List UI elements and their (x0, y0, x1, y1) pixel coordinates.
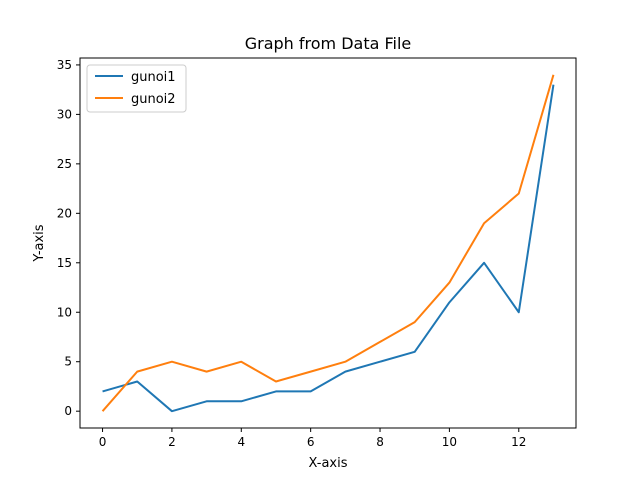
x-tick-label: 0 (99, 435, 107, 449)
x-tick-label: 6 (307, 435, 315, 449)
axis-ticks: 0 2 4 6 8 10 12 0 5 10 15 20 25 30 35 (57, 58, 527, 449)
y-axis-label: Y-axis (32, 224, 47, 262)
y-tick-label: 30 (57, 107, 72, 121)
y-tick-label: 0 (64, 404, 72, 418)
series-line-gunoi2 (101, 74, 555, 412)
x-tick-label: 10 (442, 435, 457, 449)
x-tick-label: 2 (168, 435, 176, 449)
legend-label-gunoi1: gunoi1 (131, 70, 176, 85)
y-tick-label: 20 (57, 206, 72, 220)
series-line-gunoi1 (102, 84, 555, 413)
y-tick-label: 35 (57, 58, 72, 72)
legend-label-gunoi2: gunoi2 (131, 92, 176, 107)
x-axis-label: X-axis (309, 456, 348, 471)
legend: gunoi1 gunoi2 (86, 64, 187, 113)
y-tick-label: 10 (57, 305, 72, 319)
y-tick-label: 15 (57, 256, 72, 270)
x-tick-label: 12 (511, 435, 526, 449)
y-tick-label: 5 (64, 355, 72, 369)
plot-frame (79, 57, 577, 429)
chart-title: Graph from Data File (245, 34, 412, 53)
y-tick-label: 25 (57, 157, 72, 171)
plot-lines (101, 74, 555, 413)
x-tick-label: 8 (376, 435, 384, 449)
x-tick-label: 4 (237, 435, 245, 449)
